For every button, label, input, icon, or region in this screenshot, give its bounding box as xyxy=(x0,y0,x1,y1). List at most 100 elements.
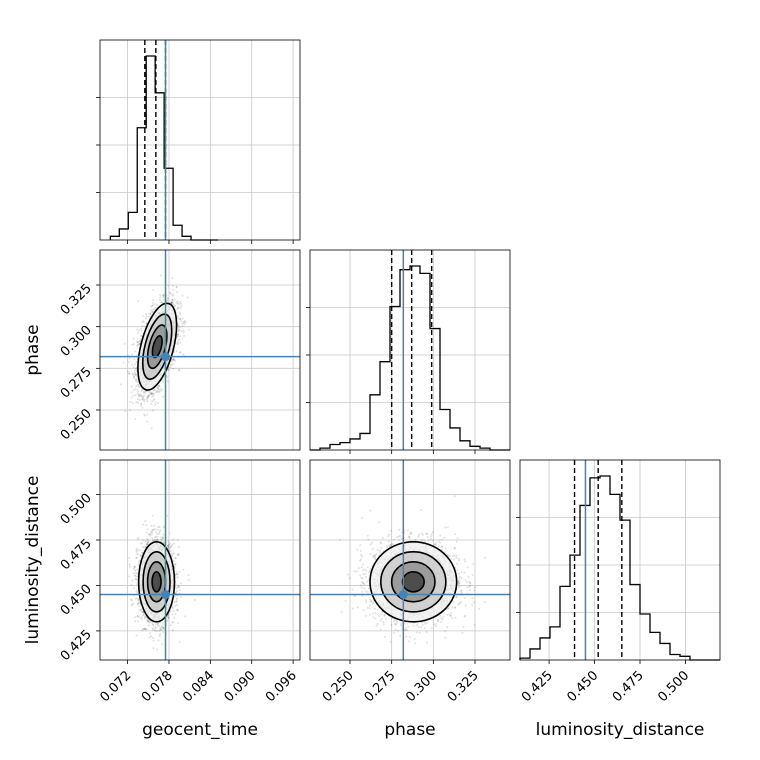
sample-point xyxy=(143,391,146,394)
sample-point xyxy=(143,413,146,416)
sample-point xyxy=(146,420,149,423)
sample-point xyxy=(133,371,136,374)
sample-point xyxy=(127,370,130,373)
sample-point xyxy=(171,362,174,365)
sample-point xyxy=(151,531,154,534)
sample-point xyxy=(166,514,169,517)
sample-point xyxy=(133,565,136,568)
sample-point xyxy=(136,390,139,393)
sample-point xyxy=(179,351,182,354)
sample-point xyxy=(179,300,182,303)
sample-point xyxy=(167,539,170,542)
sample-point xyxy=(161,294,164,297)
sample-point xyxy=(137,393,140,396)
sample-point xyxy=(127,354,130,357)
sample-point xyxy=(162,296,165,299)
sample-point xyxy=(175,600,178,603)
sample-point xyxy=(183,319,186,322)
sample-point xyxy=(152,389,155,392)
sample-point xyxy=(182,321,185,324)
sample-point xyxy=(134,350,137,353)
sample-point xyxy=(171,613,174,616)
sample-point xyxy=(148,533,151,536)
sample-point xyxy=(151,627,154,630)
histogram-geocent-time xyxy=(96,39,301,244)
sample-point xyxy=(152,539,155,542)
sample-point xyxy=(140,616,143,619)
sample-point xyxy=(179,595,182,598)
sample-point xyxy=(152,288,155,291)
sample-point xyxy=(158,298,161,301)
sample-point xyxy=(160,301,163,304)
sample-point xyxy=(176,576,179,579)
sample-point xyxy=(144,317,147,320)
sample-point xyxy=(137,331,140,334)
sample-point xyxy=(153,528,156,531)
sample-point xyxy=(137,536,140,539)
sample-point xyxy=(182,353,185,356)
sample-point xyxy=(145,543,148,546)
sample-point xyxy=(139,340,142,343)
sample-point xyxy=(145,540,148,543)
sample-point xyxy=(172,301,175,304)
sample-point xyxy=(175,290,178,293)
sample-point xyxy=(162,627,165,630)
sample-point xyxy=(130,353,133,356)
sample-point xyxy=(171,294,174,297)
sample-point xyxy=(176,538,179,541)
sample-point xyxy=(156,539,159,542)
sample-point xyxy=(153,389,156,392)
sample-point xyxy=(140,402,143,405)
sample-point xyxy=(176,597,179,600)
sample-point xyxy=(142,538,145,541)
sample-point xyxy=(175,589,178,592)
sample-point xyxy=(162,526,165,529)
sample-point xyxy=(172,358,175,361)
sample-point xyxy=(180,320,183,323)
sample-point xyxy=(167,284,170,287)
sample-point xyxy=(136,620,139,623)
sample-point xyxy=(153,398,156,401)
sample-point xyxy=(145,543,148,546)
sample-point xyxy=(183,323,186,326)
sample-point xyxy=(159,627,162,630)
sample-point xyxy=(136,384,139,387)
sample-point xyxy=(144,616,147,619)
sample-point xyxy=(135,634,138,637)
sample-point xyxy=(157,388,160,391)
sample-point xyxy=(149,632,152,635)
sample-point xyxy=(178,368,181,371)
sample-point xyxy=(177,340,180,343)
sample-point xyxy=(157,387,160,390)
sample-point xyxy=(136,381,139,384)
sample-point xyxy=(140,395,143,398)
sample-point xyxy=(152,624,155,627)
sample-point xyxy=(154,403,157,406)
grid-lines xyxy=(100,250,300,450)
sample-point xyxy=(142,396,145,399)
sample-point xyxy=(134,393,137,396)
sample-point xyxy=(166,376,169,379)
sample-point xyxy=(176,573,179,576)
sample-point xyxy=(151,392,154,395)
sample-point xyxy=(142,396,145,399)
sample-point xyxy=(137,401,140,404)
sample-point xyxy=(142,319,145,322)
sample-point xyxy=(177,554,180,557)
sample-point xyxy=(136,549,139,552)
sample-point xyxy=(169,363,172,366)
sample-point xyxy=(172,288,175,291)
sample-point xyxy=(145,315,148,318)
sample-point xyxy=(162,626,165,629)
sample-point xyxy=(147,542,150,545)
sample-point xyxy=(177,553,180,556)
sample-point xyxy=(151,310,154,313)
sample-point xyxy=(142,611,145,614)
sample-point xyxy=(136,341,139,344)
sample-point xyxy=(173,556,176,559)
sample-point xyxy=(152,647,155,650)
sample-point xyxy=(177,307,180,310)
sample-point xyxy=(166,297,169,300)
sample-point xyxy=(140,610,143,613)
